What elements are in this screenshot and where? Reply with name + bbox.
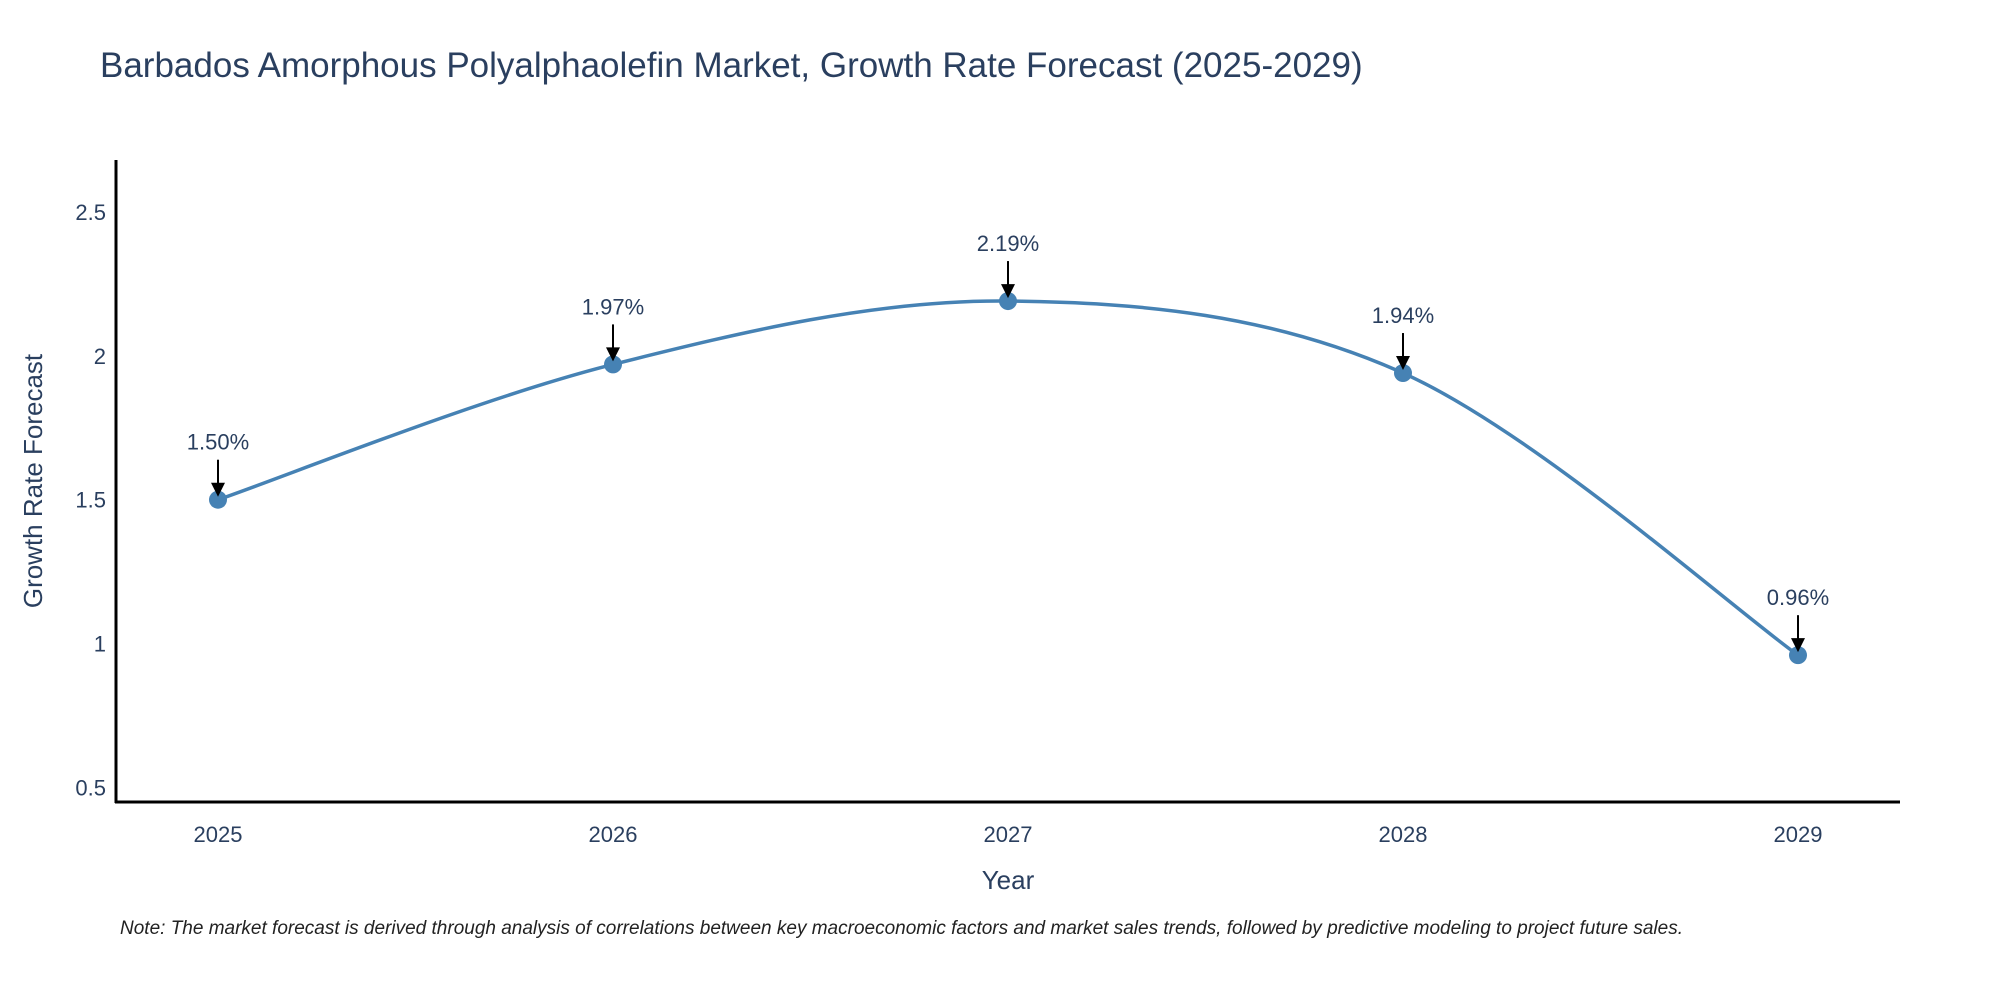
annotation-arrow-head xyxy=(1791,638,1805,653)
x-axis-title: Year xyxy=(982,865,1035,895)
y-tick-label: 0.5 xyxy=(75,776,106,801)
y-axis-title: Growth Rate Forecast xyxy=(18,353,48,608)
footnote: Note: The market forecast is derived thr… xyxy=(120,918,1683,939)
series-layer xyxy=(209,292,1807,665)
data-point xyxy=(1789,646,1807,665)
data-label: 1.97% xyxy=(582,294,644,319)
x-tick-label: 2029 xyxy=(1774,822,1823,847)
x-tick-label: 2025 xyxy=(194,822,243,847)
y-tick-label: 2.5 xyxy=(75,200,106,225)
x-tick-label: 2027 xyxy=(984,822,1033,847)
y-tick-label: 1.5 xyxy=(75,488,106,513)
data-label: 2.19% xyxy=(977,231,1039,256)
annotation-arrow-head xyxy=(1001,284,1015,299)
chart-title: Barbados Amorphous Polyalphaolefin Marke… xyxy=(100,46,1363,85)
y-tick-label: 1 xyxy=(94,632,106,657)
annotation-arrow-head xyxy=(606,347,620,362)
data-label: 1.94% xyxy=(1372,303,1434,328)
annotation-arrow-head xyxy=(211,482,225,497)
data-point xyxy=(1394,364,1412,383)
data-label: 0.96% xyxy=(1767,585,1829,610)
series-line xyxy=(217,299,1800,657)
data-labels-layer: 1.50% 1.97% 2.19% 1.94% 0.96% xyxy=(187,231,1829,653)
data-point xyxy=(209,490,227,509)
annotation-arrow-head xyxy=(1396,356,1410,371)
axes: 0.5 1 1.5 2 2.5 2025 2026 2027 2028 2029 xyxy=(75,160,1900,847)
data-label: 1.50% xyxy=(187,430,249,455)
x-tick-label: 2026 xyxy=(589,822,638,847)
x-tick-label: 2028 xyxy=(1379,822,1428,847)
data-point xyxy=(604,355,622,374)
data-point xyxy=(999,292,1017,311)
y-tick-label: 2 xyxy=(94,344,106,369)
